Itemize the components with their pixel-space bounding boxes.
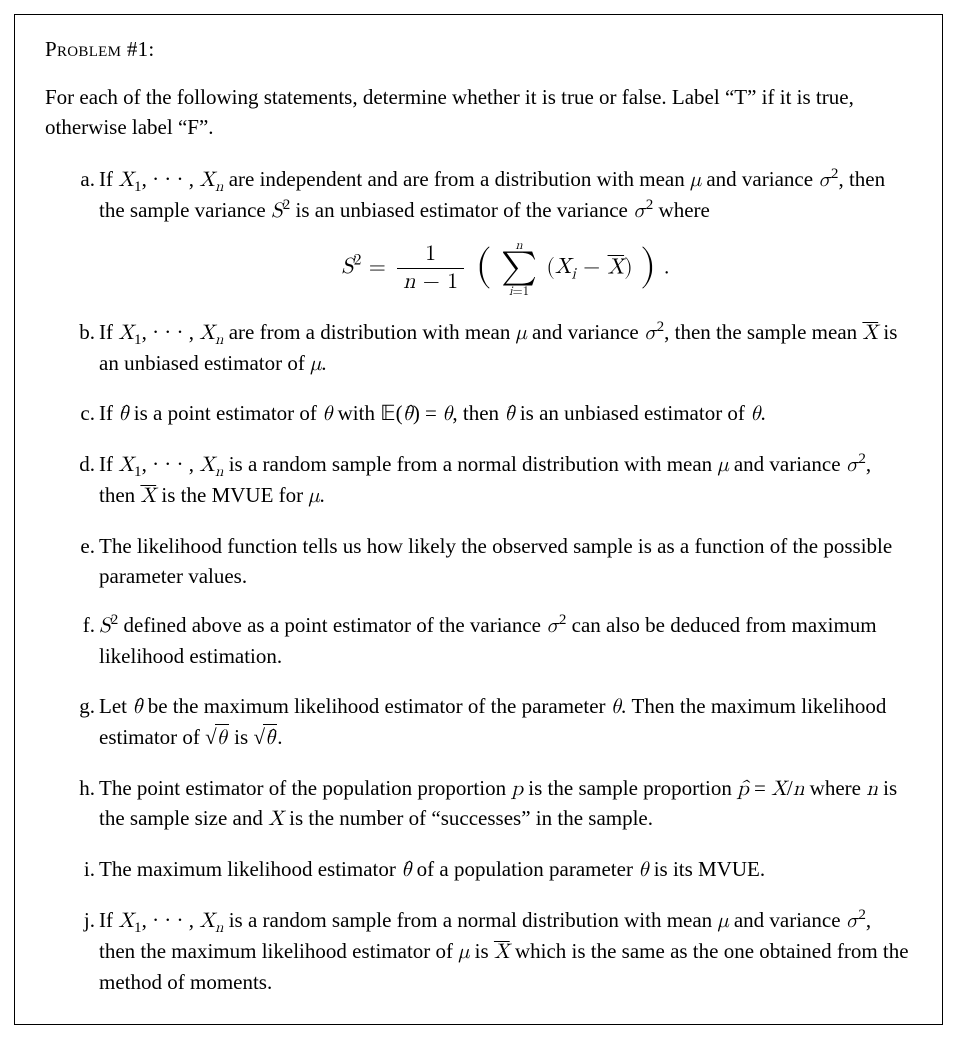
item-text: The point estimator of the population pr… xyxy=(99,776,897,831)
statement-i: i. The maximum likelihood estimator θ̂ o… xyxy=(71,855,912,886)
item-marker: d. xyxy=(71,450,95,480)
item-marker: a. xyxy=(71,165,95,195)
statement-e: e. The likelihood function tells us how … xyxy=(71,532,912,592)
eq-frac-num: 1 xyxy=(397,242,464,268)
item-text: If X1, · · · , Xn are independent and ar… xyxy=(99,167,885,222)
item-marker: c. xyxy=(71,399,95,429)
item-marker: i. xyxy=(71,855,95,885)
problem-intro: For each of the following statements, de… xyxy=(45,82,912,143)
item-text: The maximum likelihood estimator θ̂ of a… xyxy=(99,857,765,881)
statement-j: j. If X1, · · · , Xn is a random sample … xyxy=(71,906,912,997)
eq-fraction: 1 n − 1 xyxy=(397,242,464,293)
item-text: If X1, · · · , Xn is a random sample fro… xyxy=(99,908,909,994)
item-text: If X1, · · · , Xn are from a distributio… xyxy=(99,320,897,375)
item-text: The likelihood function tells us how lik… xyxy=(99,534,892,588)
eq-sum-lower: i=1 xyxy=(501,285,537,298)
page: Problem #1: For each of the following st… xyxy=(0,0,957,1039)
eq-sum: n ∑ i=1 xyxy=(501,239,537,298)
statement-d: d. If X1, · · · , Xn is a random sample … xyxy=(71,450,912,512)
problem-box: Problem #1: For each of the following st… xyxy=(14,14,943,1025)
item-marker: j. xyxy=(71,906,95,936)
item-marker: f. xyxy=(71,611,95,641)
statement-c: c. If θ̂ is a point estimator of θ with … xyxy=(71,399,912,430)
equation-s2: S2 = 1 n − 1 ( n ∑ i=1 (Xi − X) ) . xyxy=(99,239,912,298)
statement-h: h. The point estimator of the population… xyxy=(71,774,912,836)
statement-f: f. S2 defined above as a point estimator… xyxy=(71,611,912,672)
item-marker: b. xyxy=(71,318,95,348)
statement-list: a. If X1, · · · , Xn are independent and… xyxy=(45,165,912,998)
problem-title: Problem #1: xyxy=(45,37,912,62)
item-text: Let θ̂ be the maximum likelihood estimat… xyxy=(99,694,886,749)
item-marker: g. xyxy=(71,692,95,722)
item-marker: h. xyxy=(71,774,95,804)
item-marker: e. xyxy=(71,532,95,562)
statement-g: g. Let θ̂ be the maximum likelihood esti… xyxy=(71,692,912,754)
statement-b: b. If X1, · · · , Xn are from a distribu… xyxy=(71,318,912,380)
item-text: If X1, · · · , Xn is a random sample fro… xyxy=(99,452,871,507)
item-text: If θ̂ is a point estimator of θ with 𝔼(θ… xyxy=(99,401,766,425)
statement-a: a. If X1, · · · , Xn are independent and… xyxy=(71,165,912,298)
eq-lhs: S2 xyxy=(341,256,361,278)
eq-frac-den: n − 1 xyxy=(397,269,464,294)
item-text: S2 defined above as a point estimator of… xyxy=(99,613,877,668)
